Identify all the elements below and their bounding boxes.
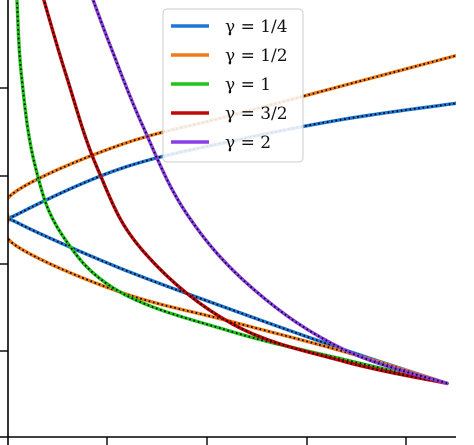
legend-label-2: γ = 1/2 (225, 46, 288, 66)
legend: γ = 1/4 γ = 1/2 γ = 1 γ = 3/2 γ = 2 (162, 8, 304, 163)
legend-label-1: γ = 1/4 (225, 17, 288, 37)
series-dotted-overlay-4 (42, 0, 448, 385)
series-dotted-overlay-2 (8, 54, 456, 385)
series-dotted-overlay-5 (92, 0, 448, 385)
legend-box (162, 8, 304, 163)
legend-label-4: γ = 3/2 (225, 104, 288, 124)
legend-label-3: γ = 1 (225, 75, 271, 95)
legend-label-5: γ = 2 (225, 133, 271, 153)
series-dotted-overlay-3 (16, 0, 448, 385)
axes (0, 0, 456, 445)
